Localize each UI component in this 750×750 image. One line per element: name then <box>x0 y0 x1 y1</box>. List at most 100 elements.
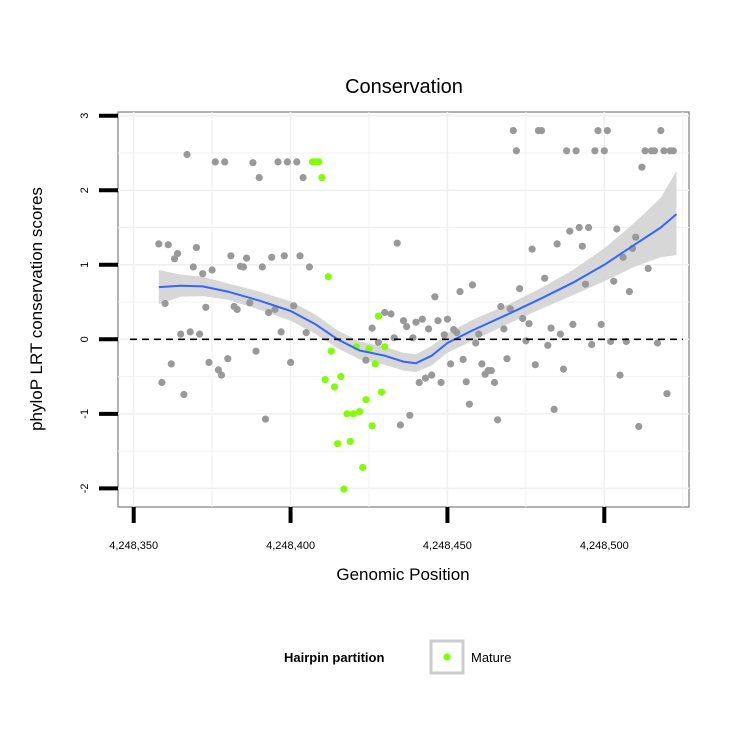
background-point <box>428 371 436 379</box>
background-point <box>528 245 536 253</box>
background-point <box>563 147 571 155</box>
mature-point <box>340 485 348 493</box>
background-point <box>559 365 568 373</box>
background-point <box>180 390 188 399</box>
background-point <box>374 338 382 346</box>
background-point <box>274 158 282 166</box>
legend-label-mature: Mature <box>471 650 511 665</box>
background-point <box>487 367 495 375</box>
background-point <box>581 280 590 288</box>
background-point <box>591 147 599 155</box>
background-point <box>644 264 652 273</box>
background-point <box>669 147 677 155</box>
background-point <box>199 270 207 278</box>
background-point <box>516 285 524 293</box>
background-point <box>472 339 480 347</box>
background-point <box>603 127 612 135</box>
mature-point <box>330 383 339 391</box>
background-point <box>600 147 608 155</box>
background-point <box>233 305 241 314</box>
background-point <box>196 330 204 338</box>
mature-point <box>377 388 386 396</box>
mature-point <box>315 158 323 166</box>
mature-point <box>362 396 370 404</box>
background-point <box>217 371 226 379</box>
background-point <box>255 174 263 182</box>
background-point <box>214 366 222 374</box>
background-point <box>164 241 172 249</box>
background-point <box>208 266 216 274</box>
background-point <box>183 150 191 159</box>
background-point <box>167 360 175 368</box>
background-point <box>597 320 605 328</box>
background-point <box>158 378 166 387</box>
background-point <box>490 378 499 387</box>
mature-point <box>371 360 379 368</box>
confidence-ribbon <box>158 170 677 373</box>
background-point <box>390 334 398 342</box>
background-point <box>566 227 574 235</box>
background-point <box>387 310 395 318</box>
background-point <box>418 315 426 323</box>
x-tick-label: 4,248,450 <box>423 540 472 552</box>
background-point <box>368 324 376 332</box>
background-point <box>494 416 502 424</box>
background-point <box>403 323 411 331</box>
background-point <box>525 320 533 328</box>
background-point <box>465 400 473 408</box>
background-point <box>585 223 593 232</box>
background-point <box>522 337 530 345</box>
background-point <box>305 263 313 271</box>
background-point <box>468 281 477 289</box>
background-point <box>447 360 455 368</box>
mature-point <box>343 410 351 418</box>
background-point <box>437 378 445 387</box>
mature-point <box>368 422 376 430</box>
background-point <box>544 341 552 349</box>
plot-border <box>117 111 690 508</box>
y-tick-label: 2 <box>79 187 91 193</box>
background-point <box>594 127 602 135</box>
background-point <box>610 277 618 285</box>
background-point <box>296 252 304 260</box>
legend-key-mature-point <box>443 653 451 661</box>
background-point <box>249 159 257 167</box>
background-point <box>396 421 404 429</box>
chart-title: Conservation <box>345 76 463 98</box>
background-point <box>362 356 370 364</box>
background-point <box>227 252 235 260</box>
background-point <box>170 255 179 263</box>
background-point <box>660 147 668 155</box>
background-point <box>553 240 561 248</box>
background-point <box>293 158 301 166</box>
mature-point <box>365 345 373 353</box>
background-point <box>299 174 307 182</box>
background-point <box>547 324 555 332</box>
background-point <box>381 308 389 317</box>
background-point <box>177 330 185 338</box>
axes-layer: -2 -1 0 1 2 3 4,248,350 4,248,400 4,248,450 4,248… <box>79 113 629 552</box>
background-point <box>189 263 197 271</box>
background-point <box>246 299 254 307</box>
y-tick-label: 3 <box>79 113 91 119</box>
background-point <box>421 374 430 382</box>
background-point <box>271 305 279 314</box>
background-point <box>409 334 417 342</box>
background-point <box>425 325 433 333</box>
background-point <box>261 415 270 423</box>
background-point <box>541 274 549 282</box>
background-point <box>572 147 580 155</box>
background-point <box>258 263 266 271</box>
background-point <box>243 254 251 262</box>
background-point <box>192 244 200 252</box>
mature-point <box>346 437 354 445</box>
background-point <box>503 355 511 363</box>
background-point <box>161 299 169 308</box>
background-point <box>550 405 558 413</box>
background-point <box>635 422 643 431</box>
background-point <box>556 330 565 338</box>
background-point <box>155 240 163 248</box>
background-point <box>221 158 229 166</box>
y-tick-label: -2 <box>79 484 91 494</box>
background-point <box>512 147 521 155</box>
